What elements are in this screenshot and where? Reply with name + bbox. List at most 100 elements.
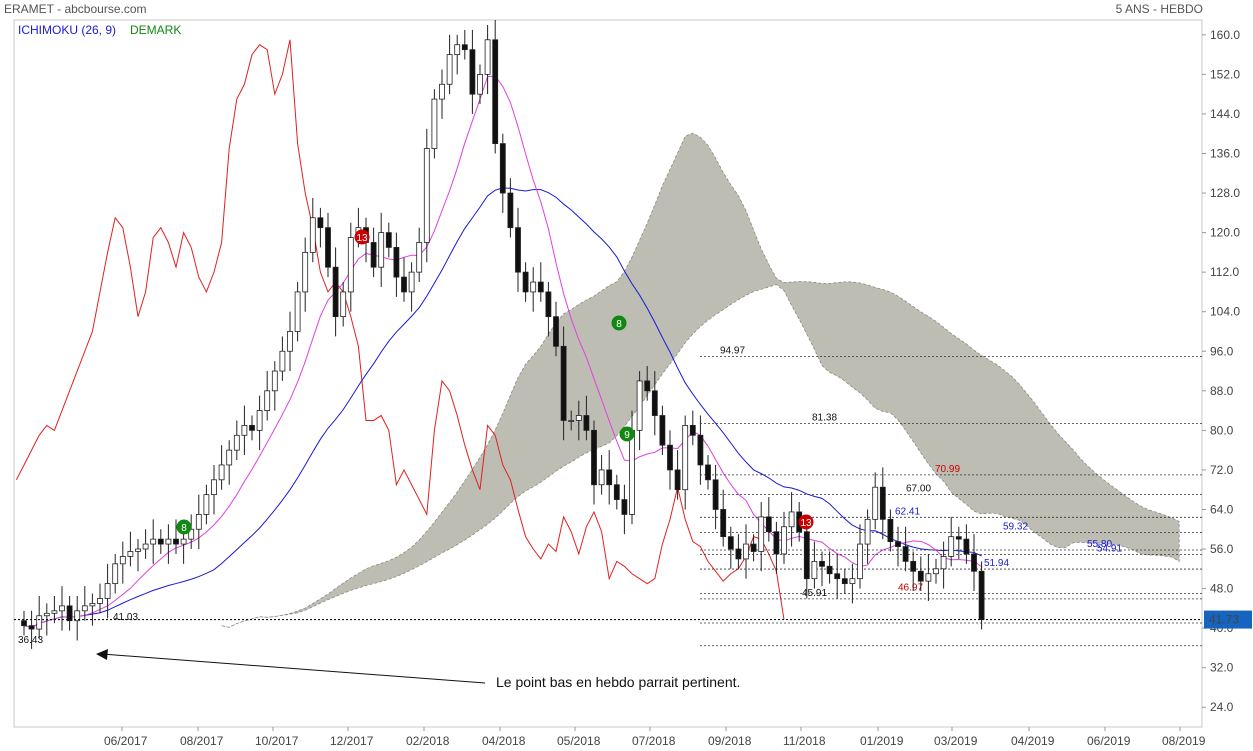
y-tick-label: 96.0 [1210,344,1234,358]
x-tick-label: 03/2019 [934,734,978,748]
level-label: 94.97 [720,345,745,356]
candle-body [51,610,58,614]
candle-body [446,54,453,85]
candle-body [712,479,719,510]
candle-body [74,610,81,622]
candle-body [773,531,780,555]
candle-body [720,509,727,538]
level-label: 46.97 [898,583,923,594]
x-tick-label: 02/2018 [406,734,450,748]
candle-body [492,39,499,145]
candle-body [499,143,506,194]
candle-body [606,469,613,486]
candle-body [507,192,514,229]
candle-body [803,531,810,580]
candle-body [340,291,347,318]
candle-body [150,538,157,545]
candle-body [423,148,430,243]
y-tick-label: 72.0 [1210,463,1234,477]
candle-body [226,449,233,466]
last-price-label: 41.73 [1209,613,1239,627]
candle-body [112,563,119,585]
annotation-text: Le point bas en hebdo parrait pertinent. [496,674,740,690]
x-tick-label: 12/2017 [330,734,374,748]
candle-body [613,484,620,500]
candle-body [917,570,924,582]
y-tick-label: 112.0 [1210,265,1239,279]
candle-body [127,551,134,557]
candle-body [195,514,202,530]
candle-body [264,390,271,411]
candle-body [173,538,179,545]
chikou-line [15,39,785,620]
x-tick-label: 01/2019 [860,734,904,748]
demark-marker-label: 8 [181,523,187,534]
legend-demark: DEMARK [130,23,182,37]
candle-body [682,425,689,491]
candle-body [309,217,316,253]
candle-body [841,578,848,585]
candle-body [583,415,590,431]
candle-body [902,546,909,562]
ichimoku-cloud [221,132,1180,628]
candle-body [378,232,385,268]
candle-body [978,570,985,620]
candle-body [530,281,537,293]
y-tick-label: 152.0 [1210,67,1240,81]
candle-body [864,518,871,545]
candle-body [165,538,172,545]
candle-body [188,528,195,540]
candle-body [477,73,483,95]
candle-body [948,536,955,557]
candle-body [454,44,461,56]
candle-body [89,602,96,607]
candle-body [325,227,331,268]
candle-body [515,227,521,273]
demark-marker-label: 13 [800,518,812,529]
candle-body [636,380,643,431]
candle-body [439,83,445,100]
y-tick-label: 104.0 [1210,305,1240,319]
candle-body [142,543,149,550]
candle-body [910,560,917,572]
candle-body [279,350,286,372]
candle-body [553,316,559,347]
candle-body [43,612,50,617]
y-tick-label: 80.0 [1210,423,1234,437]
candle-body [545,291,552,318]
candle-body [895,541,901,547]
candle-body [370,242,377,268]
candle-body [598,469,605,486]
candle-body [933,568,939,575]
candle-body [697,434,704,466]
y-tick-label: 160.0 [1210,28,1240,42]
candle-body [218,464,225,481]
y-tick-label: 88.0 [1210,384,1234,398]
candle-body [629,429,635,515]
level-label: 70.99 [935,464,960,475]
candle-body [819,560,825,567]
candle-body [332,266,339,318]
candle-body [317,217,324,229]
candle-body [788,511,795,528]
candle-body [302,251,309,293]
candle-body [735,548,742,560]
candle-body [81,605,88,612]
candle-body [416,242,423,273]
candle-body [241,425,248,436]
candle-body [393,247,400,278]
candle-body [401,276,407,293]
candle-body [879,486,886,520]
level-label: 67.00 [906,484,931,495]
candle-body [963,538,970,555]
candle-body [21,620,27,627]
candle-body [651,390,658,416]
candle-body [135,548,141,552]
demark-marker-label: 8 [616,319,622,330]
y-tick-label: 24.0 [1210,700,1234,714]
y-tick-label: 64.0 [1210,502,1234,516]
chart-period: 5 ANS - HEBDO [1115,2,1203,16]
candle-body [727,536,734,550]
level-label: 59.32 [1003,522,1028,533]
candle-body [104,583,111,599]
